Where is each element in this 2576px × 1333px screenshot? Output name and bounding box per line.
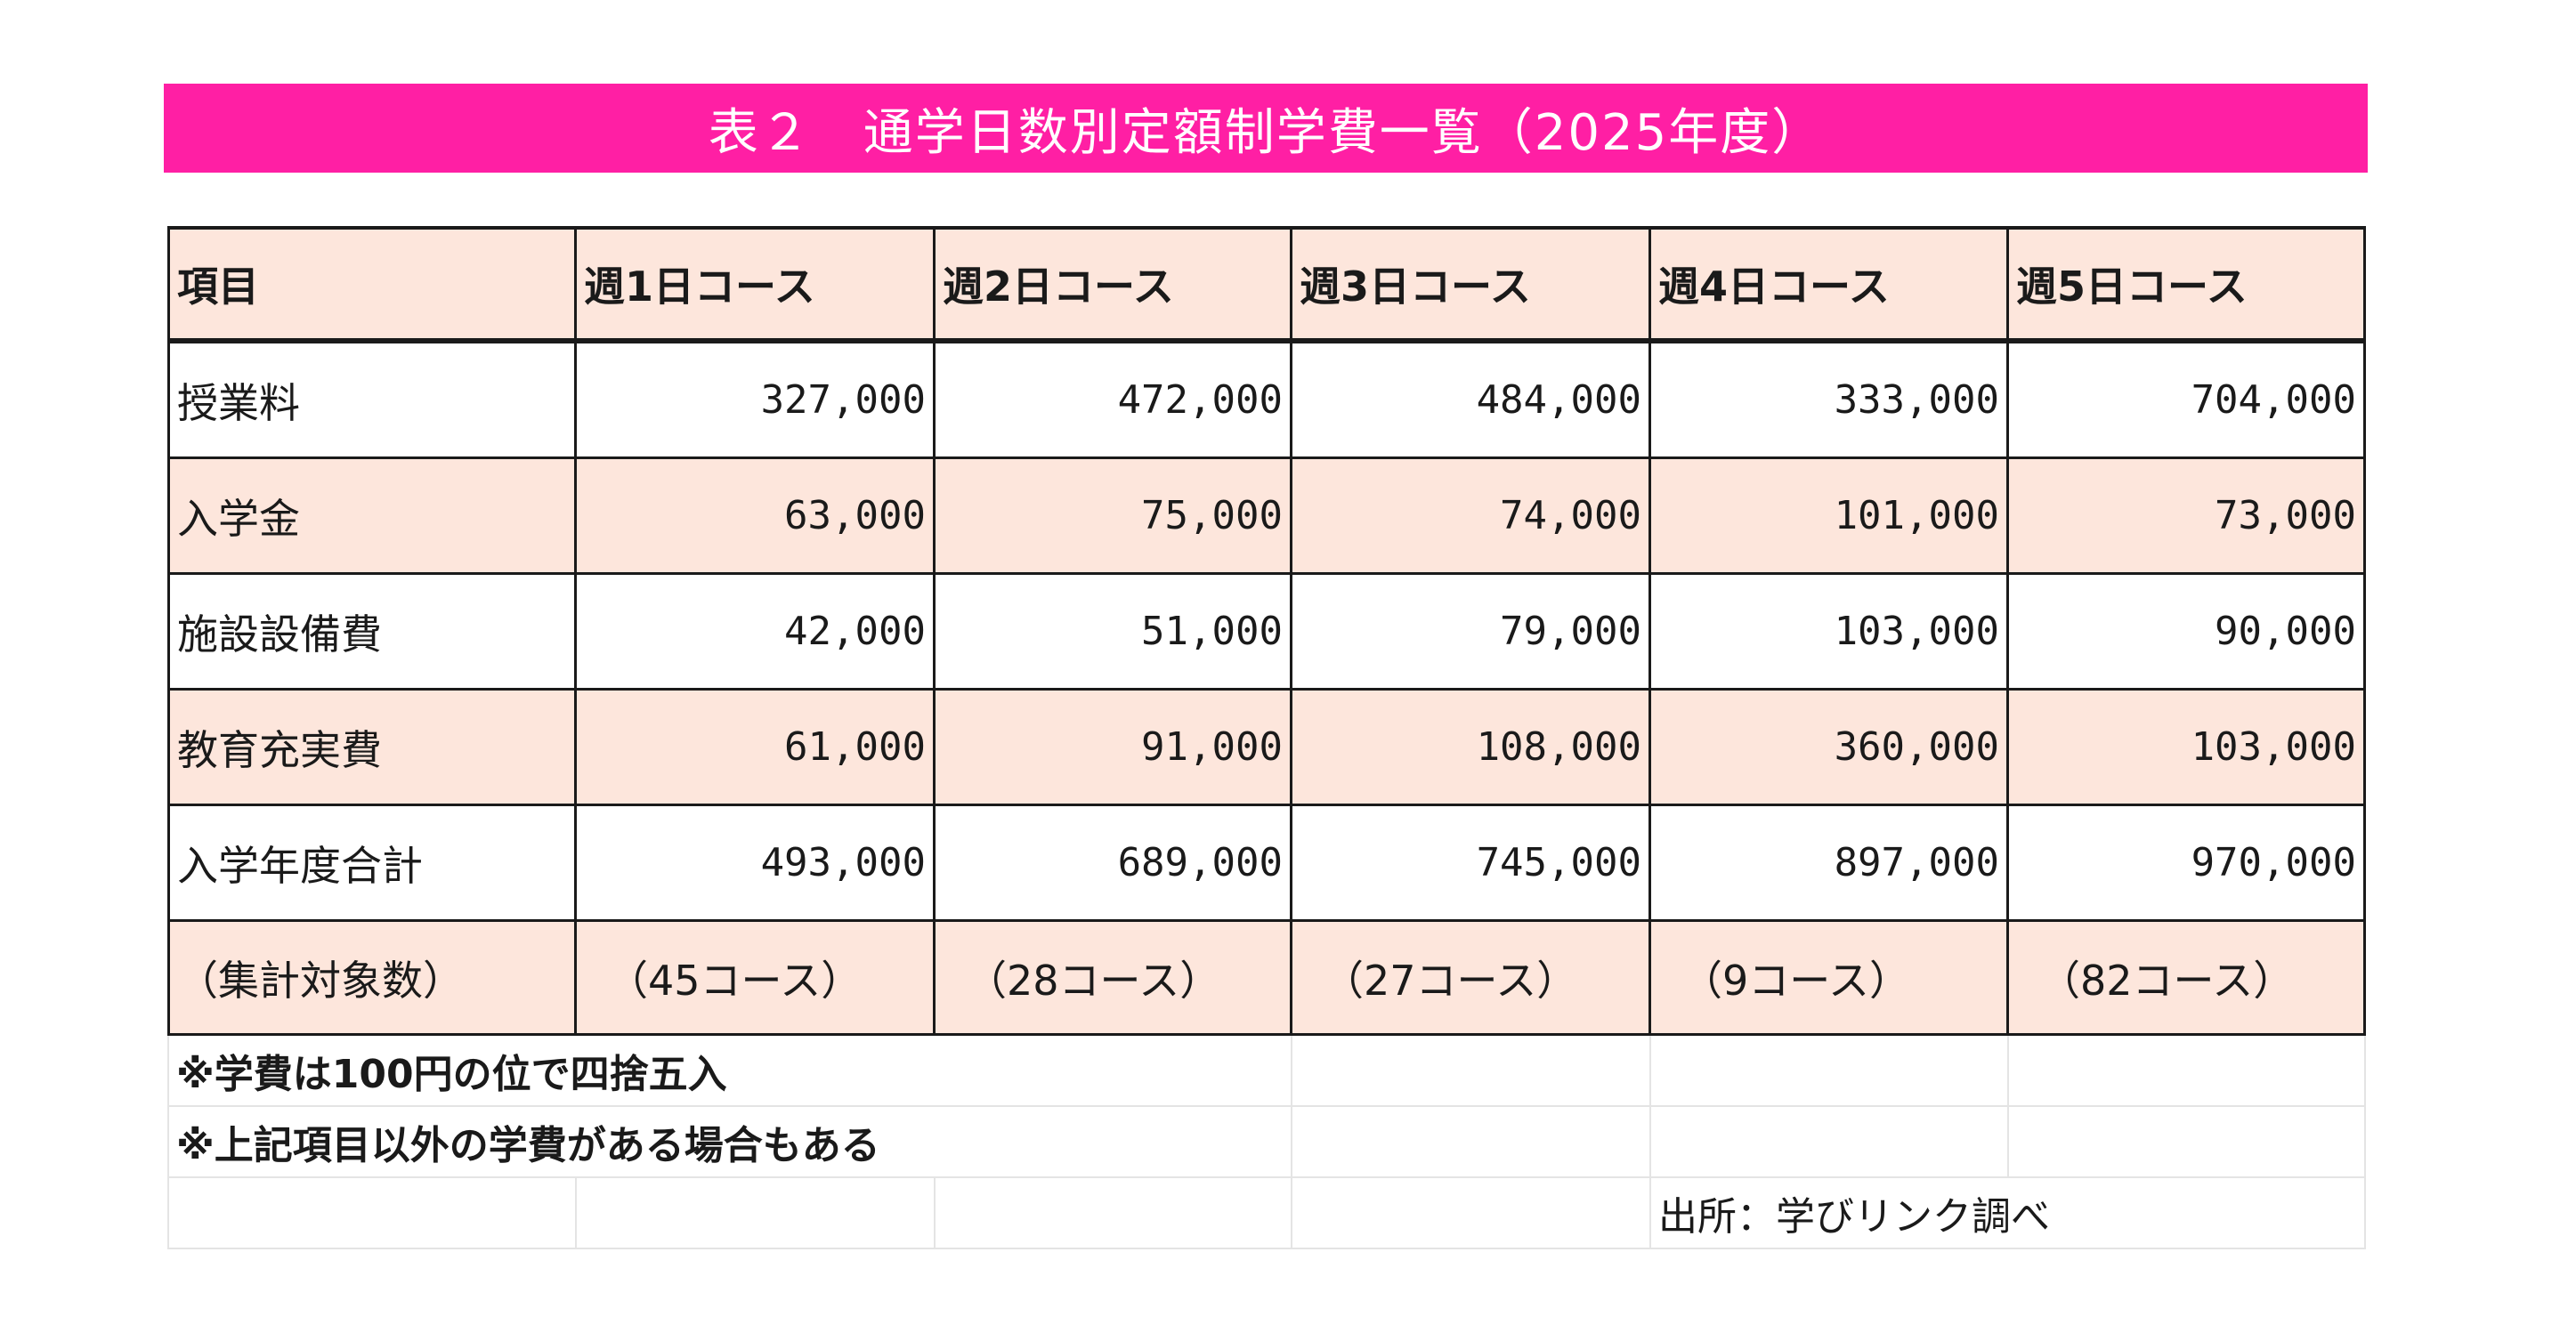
empty-cell [2009,1036,2366,1107]
row-label-enrichment: 教育充実費 [167,691,577,806]
header-week3: 週3日コース [1292,226,1651,343]
cell-facility-week4: 103,000 [1651,575,2009,691]
cell-facility-week1: 42,000 [577,575,936,691]
cell-tuition-week2: 472,000 [936,343,1292,459]
header-week1: 週1日コース [577,226,936,343]
cell-total-week4: 897,000 [1651,806,2009,922]
cell-tuition-week1: 327,000 [577,343,936,459]
cell-count-week1: （45コース） [577,922,936,1036]
cell-admission-week4: 101,000 [1651,459,2009,575]
cell-count-week3: （27コース） [1292,922,1651,1036]
empty-cell [1292,1107,1651,1178]
cell-total-week2: 689,000 [936,806,1292,922]
cell-enrichment-week5: 103,000 [2009,691,2366,806]
cell-enrichment-week3: 108,000 [1292,691,1651,806]
cell-admission-week3: 74,000 [1292,459,1651,575]
source-note: 出所：学びリンク調べ [1651,1178,2366,1249]
empty-cell [577,1178,936,1249]
row-label-admission: 入学金 [167,459,577,575]
row-label-facility: 施設設備費 [167,575,577,691]
row-label-course-count: （集計対象数） [167,922,577,1036]
cell-admission-week2: 75,000 [936,459,1292,575]
cell-enrichment-week1: 61,000 [577,691,936,806]
cell-count-week2: （28コース） [936,922,1292,1036]
row-label-total: 入学年度合計 [167,806,577,922]
cell-tuition-week5: 704,000 [2009,343,2366,459]
cell-total-week3: 745,000 [1292,806,1651,922]
empty-cell [1651,1107,2009,1178]
cell-tuition-week4: 333,000 [1651,343,2009,459]
header-week2: 週2日コース [936,226,1292,343]
cell-total-week1: 493,000 [577,806,936,922]
note-rounding: ※学費は100円の位で四捨五入 [167,1036,1292,1107]
note-other-fees: ※上記項目以外の学費がある場合もある [167,1107,1292,1178]
empty-cell [1651,1036,2009,1107]
header-week5: 週5日コース [2009,226,2366,343]
cell-facility-week3: 79,000 [1292,575,1651,691]
empty-cell [2009,1107,2366,1178]
tuition-table: 項目 週1日コース 週2日コース 週3日コース 週4日コース 週5日コース 授業… [167,226,2366,1251]
cell-admission-week5: 73,000 [2009,459,2366,575]
empty-cell [936,1178,1292,1249]
header-week4: 週4日コース [1651,226,2009,343]
cell-admission-week1: 63,000 [577,459,936,575]
header-item: 項目 [167,226,577,343]
cell-tuition-week3: 484,000 [1292,343,1651,459]
cell-total-week5: 970,000 [2009,806,2366,922]
table-title: 表２ 通学日数別定額制学費一覧（2025年度） [164,84,2368,173]
empty-cell [1292,1178,1651,1249]
empty-cell [167,1178,577,1249]
cell-facility-week5: 90,000 [2009,575,2366,691]
cell-count-week5: （82コース） [2009,922,2366,1036]
row-label-tuition: 授業料 [167,343,577,459]
cell-enrichment-week4: 360,000 [1651,691,2009,806]
cell-enrichment-week2: 91,000 [936,691,1292,806]
cell-count-week4: （9コース） [1651,922,2009,1036]
cell-facility-week2: 51,000 [936,575,1292,691]
empty-cell [1292,1036,1651,1107]
